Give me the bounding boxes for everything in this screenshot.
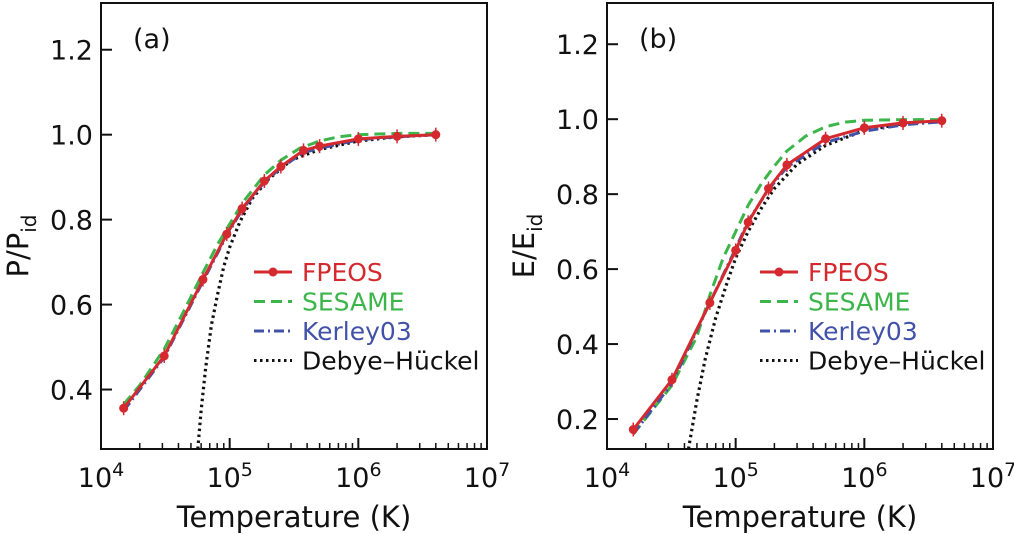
y-tick-label: 0.2 <box>556 405 599 436</box>
y-tick-label: 0.4 <box>556 330 599 361</box>
legend-marker <box>268 267 278 277</box>
series-group <box>119 127 441 449</box>
panel-label: (b) <box>639 24 677 55</box>
y-tick-label: 0.8 <box>50 206 93 237</box>
x-tick-label: 107 <box>464 459 510 494</box>
series-line-sesame <box>122 131 436 406</box>
y-axis-title: P/Pid <box>1 214 41 277</box>
x-tick-label: 105 <box>712 459 758 494</box>
legend-label: SESAME <box>302 288 404 317</box>
y-axis-title: E/Eid <box>507 214 547 279</box>
x-tick-label: 105 <box>206 459 252 494</box>
x-tick-label: 104 <box>584 459 630 494</box>
series-line-fpeos <box>122 133 436 410</box>
y-tick-label: 1.2 <box>50 36 93 67</box>
legend-label: FPEOS <box>302 258 383 287</box>
y-tick-label: 0.6 <box>556 255 599 286</box>
legend-label: Debye–Hückel <box>808 347 985 376</box>
legend-label: FPEOS <box>808 258 889 287</box>
legend-label: Kerley03 <box>302 317 412 346</box>
y-tick-label: 0.4 <box>50 376 93 407</box>
legend-label: Debye–Hückel <box>302 347 479 376</box>
plot-frame <box>606 2 994 450</box>
x-tick-label: 106 <box>841 459 887 494</box>
x-tick-label: 104 <box>78 459 124 494</box>
y-tick-label: 1.2 <box>556 30 599 61</box>
y-tick-label: 0.6 <box>50 291 93 322</box>
chart-panel-2: 104 105 106 107 0.2 0.4 0.6 0.8 1.0 1.2 Temperatur… <box>507 2 1014 534</box>
y-tick-label: 1.0 <box>50 121 93 152</box>
panel-label: (a) <box>133 24 171 55</box>
series-group <box>628 113 947 449</box>
x-axis-title: Temperature (K) <box>176 500 412 534</box>
plot-frame <box>100 2 488 450</box>
x-axis-title: Temperature (K) <box>682 500 918 534</box>
y-tick-label: 1.0 <box>556 105 599 136</box>
legend-marker <box>774 267 784 277</box>
x-tick-label: 107 <box>970 459 1014 494</box>
chart-panel-1: 104 105 106 107 0.4 0.6 0.8 1.0 1.2 Temperature (… <box>1 2 510 534</box>
y-tick-label: 0.8 <box>556 180 599 211</box>
x-tick-label: 106 <box>335 459 381 494</box>
legend-label: SESAME <box>808 288 910 317</box>
legend-label: Kerley03 <box>808 317 918 346</box>
